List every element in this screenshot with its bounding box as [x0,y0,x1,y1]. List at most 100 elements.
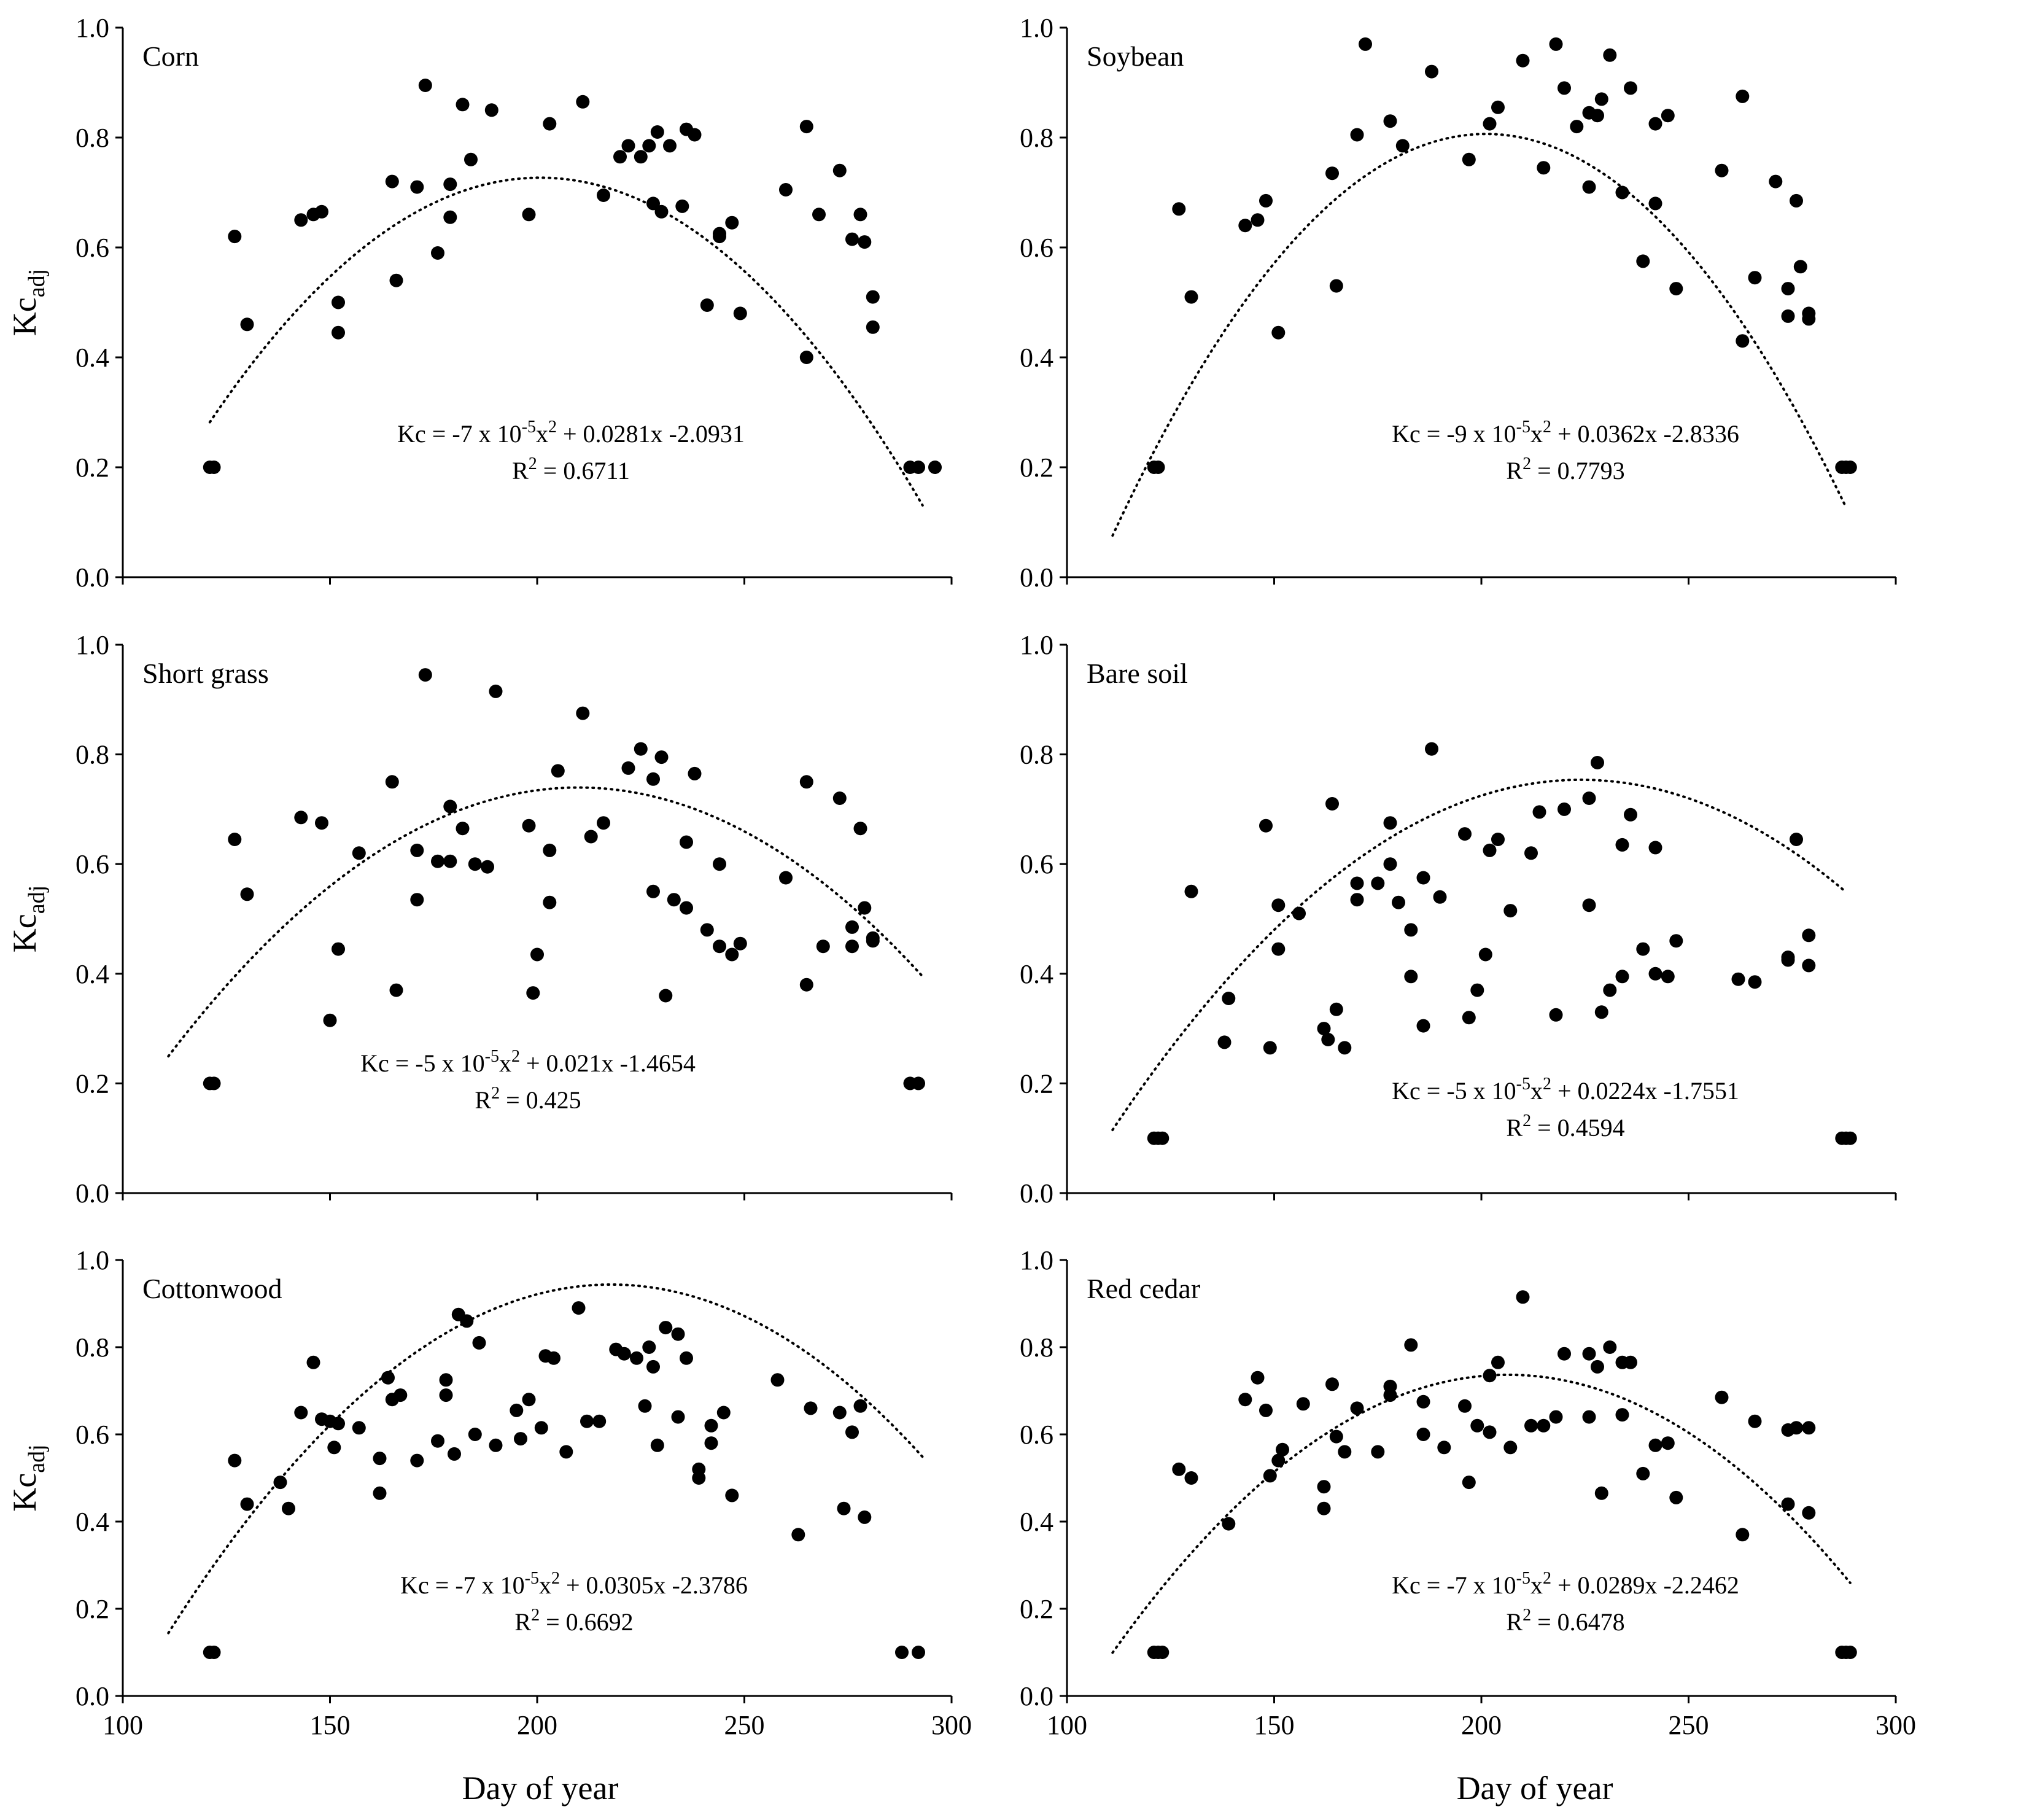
x-tick-label: 150 [1254,1710,1295,1740]
data-point [1350,1401,1364,1415]
data-point [294,213,308,227]
data-point [580,1414,594,1428]
panel-short-grass: 0.0 0.2 0.4 0.6 0.8 1.0 Short grass Kcadj Kc = -… [6,630,953,1208]
y-tick-label: 0.2 [76,453,109,483]
x-tick-label: 300 [1876,1710,1916,1740]
panel-title: Soybean [1087,41,1184,72]
fit-equation: Kc = -5 x 10-5x2 + 0.021x -1.4654 [360,1047,696,1077]
data-point [1271,942,1286,956]
data-point [240,317,254,332]
data-point [928,461,942,474]
data-point [866,290,880,304]
data-point [1570,120,1584,134]
data-point [799,978,813,992]
data-point [646,884,660,898]
data-point [1329,1429,1343,1444]
data-point [315,816,328,830]
data-point [1383,1388,1397,1402]
data-point [725,1488,739,1503]
y-tick-label: 0.6 [76,1420,109,1450]
data-point [543,843,557,857]
y-axis-title: Kcadj [6,269,50,336]
data-point [332,295,345,309]
data-point [1624,81,1637,95]
data-point [1416,1019,1430,1033]
data-point [352,1421,366,1435]
data-point [1350,893,1364,907]
y-tick-label: 0.4 [76,343,109,373]
r-squared: R2 = 0.7793 [1506,454,1624,484]
data-point [1715,163,1729,177]
data-point [228,833,242,846]
data-point [646,1359,660,1374]
data-point [484,103,498,117]
data-point [912,1076,925,1091]
data-point [617,1347,631,1361]
data-point [373,1452,387,1466]
data-point [510,1403,524,1417]
data-point [1648,117,1662,131]
data-point [464,152,478,166]
data-point [646,196,660,211]
data-point [410,180,424,194]
data-point [688,128,702,142]
equation-part: -5 [1516,1569,1530,1588]
data-point [1661,1436,1675,1450]
data-point [1843,1131,1857,1145]
data-point [410,1453,424,1468]
y-axis-title-sub: adj [24,1444,50,1472]
data-point [634,150,648,164]
y-tick-label: 1.0 [76,13,109,43]
data-point [439,1388,453,1402]
r-squared-part: = 0.4594 [1531,1114,1625,1141]
data-point [1781,953,1795,967]
r-squared-part: R [1506,1608,1523,1636]
data-point [1470,1418,1484,1433]
data-point [700,298,714,312]
y-tick-label: 1.0 [76,630,109,660]
equation-part: x [539,1571,551,1599]
data-point [1793,260,1807,274]
y-tick-label: 0.2 [76,1594,109,1624]
x-axis-title-right: Day of year [1457,1770,1613,1806]
data-point [1350,128,1364,142]
data-point [1317,1480,1331,1494]
data-point [853,1399,867,1413]
data-point [1392,895,1405,909]
equation-part: 2 [548,418,557,437]
fit-curve [167,786,924,1058]
data-point [1404,970,1418,984]
data-point [779,183,793,196]
fit-equation: Kc = -5 x 10-5x2 + 0.0224x -1.7551 [1392,1075,1739,1105]
y-tick-label: 0.6 [1020,1420,1053,1450]
panel-red-cedar: 0.0 0.2 0.4 0.6 0.8 1.0 100 150 200 250 300 Red ced… [1020,1245,1916,1740]
y-axis-title-sub: adj [24,885,50,914]
data-point [1404,1338,1418,1352]
data-point [1478,947,1492,962]
panel-corn: 0.0 0.2 0.4 0.6 0.8 1.0 Corn Kcadj Kc = -7 x 10-… [6,13,953,593]
data-point [472,1336,486,1350]
y-axis-title: Kcadj [6,1444,50,1511]
data-point [522,1393,536,1407]
data-point [1172,1462,1186,1476]
data-point [489,684,503,698]
data-point [1184,884,1198,898]
r-squared-part: 2 [1523,1606,1531,1625]
data-point [1329,1002,1343,1016]
data-point [315,204,328,219]
x-tick-label: 250 [724,1710,765,1740]
data-point [1636,942,1650,956]
equation-part: + 0.0224x -1.7551 [1551,1077,1739,1105]
equation-part: x [1530,1571,1543,1599]
data-point [1648,1438,1662,1452]
data-point [1503,1441,1518,1455]
data-point [671,1410,685,1424]
equation-part: -5 [485,1047,499,1066]
data-point [1532,805,1546,819]
data-point [1437,1441,1451,1455]
data-point [713,230,726,244]
data-point [1271,898,1286,912]
y-tick-label: 1.0 [1020,630,1053,660]
data-point [1669,282,1683,296]
data-point [837,1501,851,1515]
